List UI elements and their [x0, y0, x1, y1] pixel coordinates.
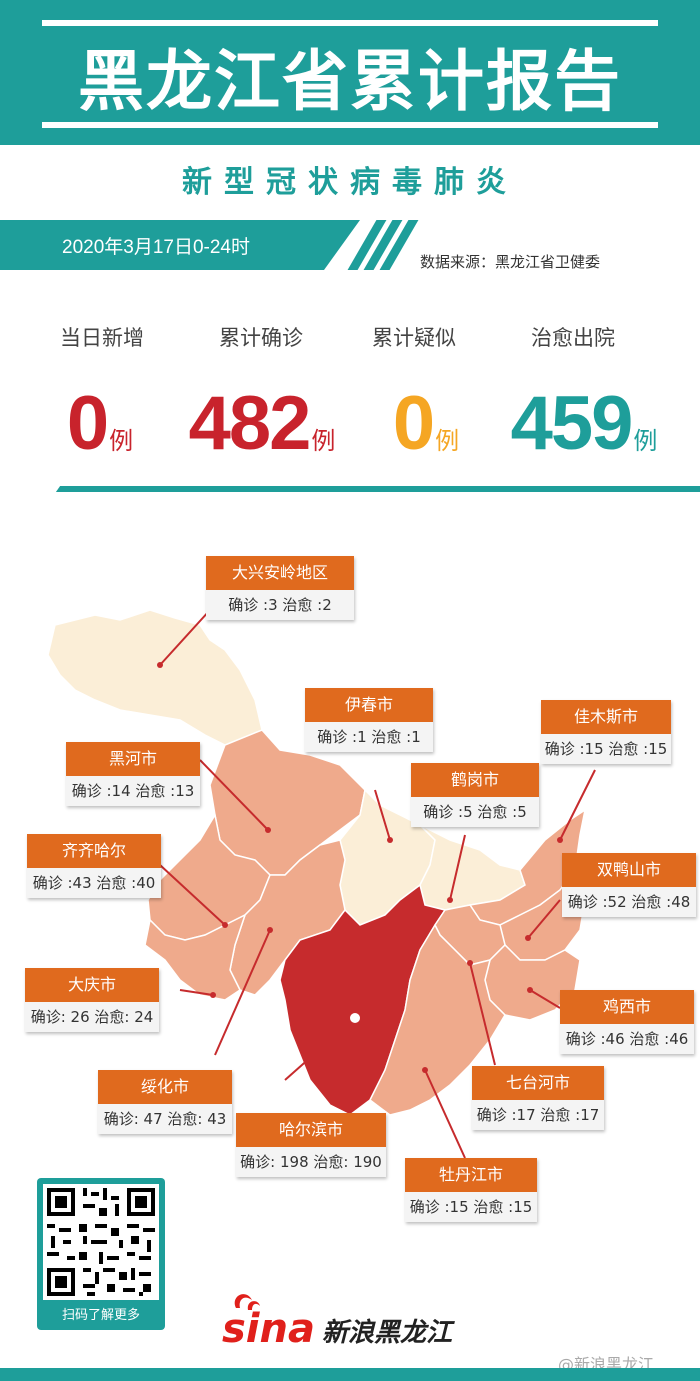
svg-text:sina: sina — [222, 1306, 315, 1350]
stat-label-suspected: 累计疑似 — [372, 326, 456, 350]
label-qiqihar: 齐齐哈尔 确诊 :43 治愈 :40 — [27, 834, 161, 898]
sina-logo-icon: sina — [222, 1290, 492, 1352]
stat-label-recovered: 治愈出院 — [531, 326, 615, 350]
province-map — [0, 540, 700, 1180]
stat-value-confirmed: 482例 — [188, 381, 336, 466]
page-subtitle: 新型冠状病毒肺炎 — [182, 165, 518, 200]
label-hegang: 鹤岗市 确诊 :5 治愈 :5 — [411, 763, 539, 827]
qr-code-panel[interactable]: 扫码了解更多 — [37, 1178, 165, 1330]
label-daqing: 大庆市 确诊: 26 治愈: 24 — [25, 968, 159, 1032]
report-date: 2020年3月17日0-24时 — [62, 237, 250, 258]
label-harbin: 哈尔滨市 确诊: 198 治愈: 190 — [236, 1113, 386, 1177]
region-mudanjiang — [369, 923, 506, 1116]
label-suihua: 绥化市 确诊: 47 治愈: 43 — [98, 1070, 232, 1134]
label-jiamusi: 佳木斯市 确诊 :15 治愈 :15 — [541, 700, 671, 764]
stat-value-recovered: 459例 — [510, 381, 658, 466]
date-band — [0, 220, 700, 270]
label-jixi: 鸡西市 确诊 :46 治愈 :46 — [560, 990, 694, 1054]
label-mudanjiang: 牡丹江市 确诊 :15 治愈 :15 — [405, 1158, 537, 1222]
qr-caption: 扫码了解更多 — [61, 1308, 140, 1323]
page-title: 黑龙江省累计报告 — [78, 43, 622, 120]
stat-label-confirmed: 累计确诊 — [219, 326, 303, 350]
label-yichun: 伊春市 确诊 :1 治愈 :1 — [305, 688, 433, 752]
footer-bar — [0, 1368, 700, 1381]
region-daxinganling — [47, 609, 263, 746]
label-qitaihe: 七台河市 确诊 :17 治愈 :17 — [472, 1066, 604, 1130]
region-daqing — [144, 913, 247, 1001]
qr-code-icon[interactable] — [43, 1184, 159, 1300]
data-source: 数据来源：黑龙江省卫健委 — [420, 253, 601, 271]
stat-value-suspected: 0例 — [392, 381, 460, 466]
section-divider — [64, 486, 700, 492]
label-daxinganling: 大兴安岭地区 确诊 :3 治愈 :2 — [206, 556, 354, 620]
label-shuangyashan: 双鸭山市 确诊 :52 治愈 :48 — [562, 853, 696, 917]
stat-value-new: 0例 — [66, 381, 134, 466]
stat-label-new: 当日新增 — [60, 326, 144, 350]
label-heihe: 黑河市 确诊 :14 治愈 :13 — [66, 742, 200, 806]
map-svg — [47, 609, 596, 1159]
brand-name: 新浪黑龙江 — [322, 1318, 453, 1348]
header-title-band — [42, 26, 658, 122]
